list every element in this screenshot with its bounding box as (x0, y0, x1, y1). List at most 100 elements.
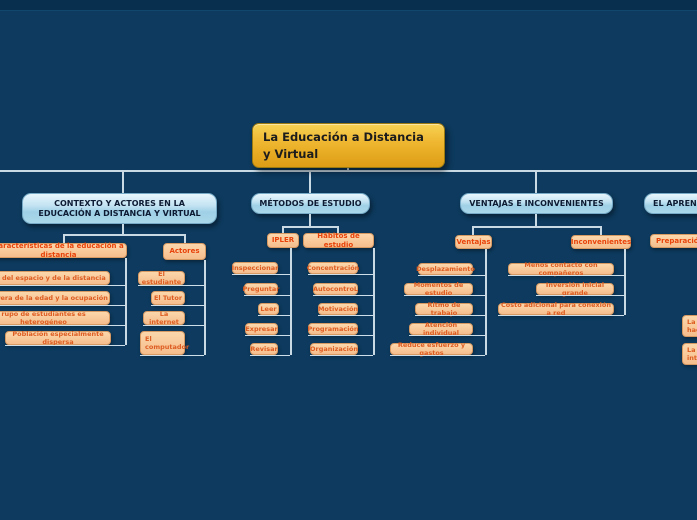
leaf-label: Población especialmente dispersa (12, 329, 104, 346)
connector-line (244, 295, 290, 296)
leaf-label: Desplazamiento (416, 264, 475, 273)
connector-line (390, 355, 485, 356)
connector-line (143, 325, 204, 326)
leaf-inspeccionar[interactable]: Inspeccionar (232, 262, 278, 274)
sub-ipler[interactable]: IPLER (267, 233, 299, 248)
leaf-label: Expresar (245, 324, 278, 333)
connector-line (5, 345, 125, 346)
sub-ventajas[interactable]: Ventajas (455, 235, 492, 249)
branch-ventajas-label: VENTAJAS E INCONVENIENTES (469, 198, 604, 208)
leaf-label: Concentración (306, 263, 360, 272)
leaf-momentos-estudio[interactable]: Momentos de estudio (404, 280, 473, 297)
leaf-label: Momentos de estudio (413, 280, 464, 297)
connector-line (0, 305, 125, 306)
root-node-line2: y Virtual (263, 146, 319, 161)
connector-root-stub (347, 166, 349, 171)
sub-ipler-label: IPLER (271, 236, 295, 245)
sub-actores-label: Actores (169, 247, 200, 256)
connector-caracteristicas-trunk (125, 258, 127, 345)
sub-actores[interactable]: Actores (163, 243, 206, 260)
branch-contexto[interactable]: CONTEXTO Y ACTORES EN LA EDUCACIÓN A DIS… (22, 193, 217, 224)
connector-main-rule (0, 170, 697, 172)
leaf-clipped-2[interactable]: La m inter (682, 343, 697, 365)
sub-preparacion[interactable]: Preparación (650, 234, 697, 248)
sub-caracteristicas[interactable]: Características de la educación a distan… (0, 241, 127, 259)
connector-line (472, 226, 474, 235)
leaf-programacion[interactable]: Programación (307, 323, 359, 335)
leaf-leer[interactable]: Leer (258, 303, 279, 315)
leaf-label: Leer (260, 304, 277, 313)
leaf-label: rupo de estudiantes es heterogéneo (1, 309, 86, 326)
connector-line (140, 355, 204, 356)
branch-aprendizaje[interactable]: EL APRENDI (644, 193, 697, 214)
leaf-label: Programación (307, 324, 359, 333)
sub-habitos[interactable]: Hábitos de estudio (303, 231, 374, 249)
leaf-desplazamiento[interactable]: Desplazamiento (416, 263, 475, 275)
sub-caracteristicas-label: Características de la educación a distan… (0, 241, 124, 259)
connector-line (0, 325, 125, 326)
leaf-label: La internet (149, 309, 179, 326)
leaf-label: Reduce esfuerzo y gastos (397, 340, 466, 357)
connector-line (498, 315, 624, 316)
leaf-revisar[interactable]: Revisar (250, 343, 278, 355)
leaf-el-computador[interactable]: El computador (140, 331, 189, 355)
connector-line (138, 285, 204, 286)
leaf-barrera-espacio[interactable]: barrera del espacio y de la distancia (0, 271, 110, 285)
leaf-barrera-edad[interactable]: la barrera de la edad y la ocupación (0, 291, 110, 305)
connector-metodos-stub (309, 172, 311, 193)
leaf-el-tutor[interactable]: El Tutor (151, 291, 185, 305)
leaf-menos-contacto[interactable]: Menos contacto con compañeros (508, 261, 614, 277)
leaf-label: Atención individual (422, 320, 460, 337)
leaf-label: El estudiante (141, 269, 182, 286)
leaf-label: la barrera de la edad y la ocupación (0, 293, 108, 302)
leaf-costo-adicional[interactable]: Costo adicional para conexión a red (498, 301, 614, 317)
leaf-inversion-inicial[interactable]: Inversión inicial grande (536, 281, 614, 297)
leaf-reduce-esfuerzo[interactable]: Reduce esfuerzo y gastos (390, 340, 473, 357)
leaf-expresar[interactable]: Expresar (245, 323, 278, 335)
connector-habitos-trunk (373, 248, 375, 355)
connector-line (600, 226, 602, 235)
branch-metodos[interactable]: MÉTODOS DE ESTUDIO (251, 193, 370, 214)
leaf-preguntar[interactable]: Preguntar (243, 283, 280, 295)
leaf-concentracion[interactable]: Concentración (306, 262, 360, 274)
connector-ventajas-trunk (485, 249, 487, 355)
leaf-label: Ritmo de trabajo (427, 300, 461, 317)
leaf-la-internet[interactable]: La internet (143, 309, 185, 326)
leaf-label: AutocontroL (312, 284, 359, 293)
connector-line (472, 226, 602, 228)
leaf-poblacion-dispersa[interactable]: Población especialmente dispersa (5, 329, 111, 346)
connector-line (404, 295, 485, 296)
branch-metodos-label: MÉTODOS DE ESTUDIO (259, 198, 362, 208)
leaf-motivacion[interactable]: Motivación (318, 303, 358, 315)
leaf-clipped-1[interactable]: La a haci (682, 315, 697, 337)
connector-line (245, 335, 290, 336)
connector-line (536, 295, 624, 296)
connector-line (409, 335, 485, 336)
leaf-organizacion[interactable]: Organización (310, 343, 358, 355)
root-node[interactable]: La Educación a Distancia y Virtual (252, 123, 445, 168)
connector-line (184, 234, 186, 243)
sub-ventajas-label: Ventajas (456, 237, 491, 246)
connector-line (337, 226, 339, 233)
connector-actores-trunk (204, 260, 206, 355)
leaf-label: La m (687, 345, 697, 354)
connector-line (0, 285, 125, 286)
branch-ventajas-inconvenientes[interactable]: VENTAJAS E INCONVENIENTES (460, 193, 613, 214)
root-node-line1: La Educación a Distancia (263, 130, 424, 145)
sub-inconvenientes[interactable]: Inconvenientes (571, 235, 631, 249)
connector-line (313, 295, 373, 296)
connector-line (310, 355, 373, 356)
connector-ipler-trunk (290, 248, 292, 355)
leaf-atencion-individual[interactable]: Atención individual (409, 320, 473, 337)
leaf-el-estudiante[interactable]: El estudiante (138, 269, 185, 286)
connector-line (151, 305, 204, 306)
leaf-label: La a (687, 317, 697, 326)
leaf-label: El Tutor (153, 293, 183, 302)
connector-inconvenientes-trunk (624, 249, 626, 315)
connector-contexto-stub (122, 172, 124, 193)
sub-habitos-label: Hábitos de estudio (317, 231, 360, 249)
top-band (0, 0, 697, 11)
leaf-grupo-heterogeneo[interactable]: rupo de estudiantes es heterogéneo (0, 309, 110, 326)
leaf-ritmo-trabajo[interactable]: Ritmo de trabajo (415, 300, 473, 317)
leaf-autocontrol[interactable]: AutocontroL (313, 283, 358, 295)
